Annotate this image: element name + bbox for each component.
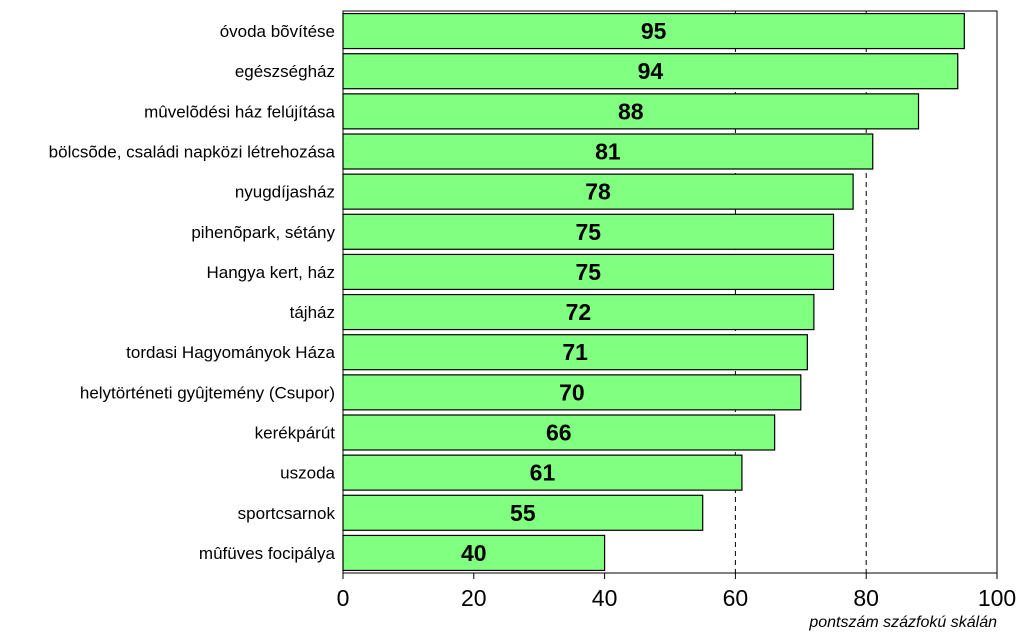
bar	[342, 12, 965, 50]
plot-area: 95 óvoda bõvítése 94 egészségház 88 mûvelõdés…	[49, 10, 1016, 611]
category-label: uszoda	[280, 464, 335, 483]
bar	[342, 213, 835, 250]
x-tick-label: 80	[853, 585, 879, 611]
x-tick-label: 0	[337, 585, 350, 611]
bar-value-label: 94	[638, 58, 664, 84]
category-label: Hangya kert, ház	[206, 263, 335, 282]
bar	[342, 534, 606, 572]
bar-value-label: 66	[546, 420, 572, 446]
category-label: kerékpárút	[255, 424, 336, 443]
bar-value-label: 75	[575, 219, 601, 245]
category-label: tordasi Hagyományok Háza	[126, 343, 335, 362]
category-label: tájház	[290, 303, 335, 322]
bar-value-label: 70	[559, 379, 585, 405]
category-label: egészségház	[235, 62, 335, 81]
bar	[342, 494, 704, 531]
bar-value-label: 55	[510, 500, 536, 526]
category-label: mûvelõdési ház felújítása	[144, 102, 335, 121]
bar-value-label: 81	[595, 139, 621, 165]
bar-value-label: 75	[575, 259, 601, 285]
plot-frame	[342, 10, 998, 574]
category-label: sportcsarnok	[238, 504, 336, 523]
category-label: óvoda bõvítése	[220, 22, 335, 41]
bar-value-label: 61	[530, 460, 556, 486]
category-label: nyugdíjasház	[235, 183, 335, 202]
bar-value-label: 71	[562, 339, 588, 365]
bar-value-label: 78	[585, 179, 611, 205]
bar	[342, 133, 874, 170]
x-tick-label: 100	[978, 585, 1016, 611]
category-label: pihenõpark, sétány	[191, 223, 335, 242]
bar	[342, 253, 835, 291]
bar	[342, 293, 815, 331]
bar	[342, 53, 959, 90]
x-tick-label: 60	[723, 585, 749, 611]
x-axis-label: pontszám százfokú skálán	[808, 614, 997, 631]
bar	[342, 173, 854, 210]
bar-value-label: 88	[618, 98, 644, 124]
category-label: helytörténeti gyûjtemény (Csupor)	[80, 383, 335, 402]
x-tick-label: 40	[592, 585, 618, 611]
bar	[342, 93, 920, 130]
bar	[342, 334, 808, 371]
bar	[342, 454, 743, 491]
bar-value-label: 72	[566, 299, 592, 325]
x-tick-label: 20	[461, 585, 487, 611]
bar	[342, 374, 802, 411]
category-label: mûfüves focipálya	[199, 544, 336, 563]
bar-value-label: 95	[641, 18, 667, 44]
category-label: bölcsõde, családi napközi létrehozása	[49, 143, 336, 162]
bar	[342, 414, 776, 451]
bar-value-label: 40	[461, 540, 487, 566]
